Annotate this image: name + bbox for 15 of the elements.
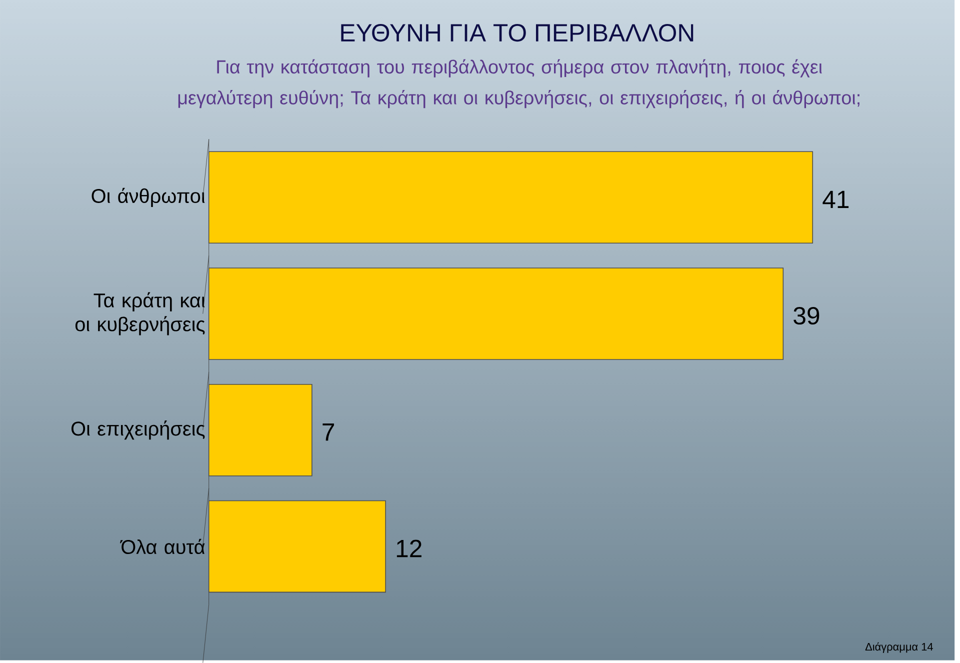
y-tick-label: Όλα αυτά xyxy=(120,538,205,554)
data-label: 39 xyxy=(794,306,820,325)
chart-subtitle: Για την κατάσταση του περιβάλλοντος σήμερα στον πλανήτη, ποιος έχει μεγαλύτερη ευθύνη; Τα κράτη και οι κυβερνήσεις, οι επιχειρήσεις, ή οι άνθρωποι; xyxy=(178,59,860,108)
data-label: 7 xyxy=(322,424,334,441)
y-tick-label: Οι άνθρωποι xyxy=(92,188,205,207)
data-label: 12 xyxy=(396,540,422,558)
y-tick-label: Τα κράτη και οι κυβερνήσεις xyxy=(75,292,205,336)
bar xyxy=(208,384,312,476)
chart-title: ΕΥΘΥΝΗ ΓΙΑ ΤΟ ΠΕΡΙΒΑΛΛΟΝ xyxy=(341,24,694,42)
data-label: 41 xyxy=(822,190,849,208)
bar xyxy=(208,268,784,360)
bar xyxy=(208,151,814,244)
text: Διάγραμμα 14 xyxy=(865,642,933,653)
y-tick-label: Οι επιχειρήσεις xyxy=(71,420,205,440)
bar xyxy=(208,500,386,593)
